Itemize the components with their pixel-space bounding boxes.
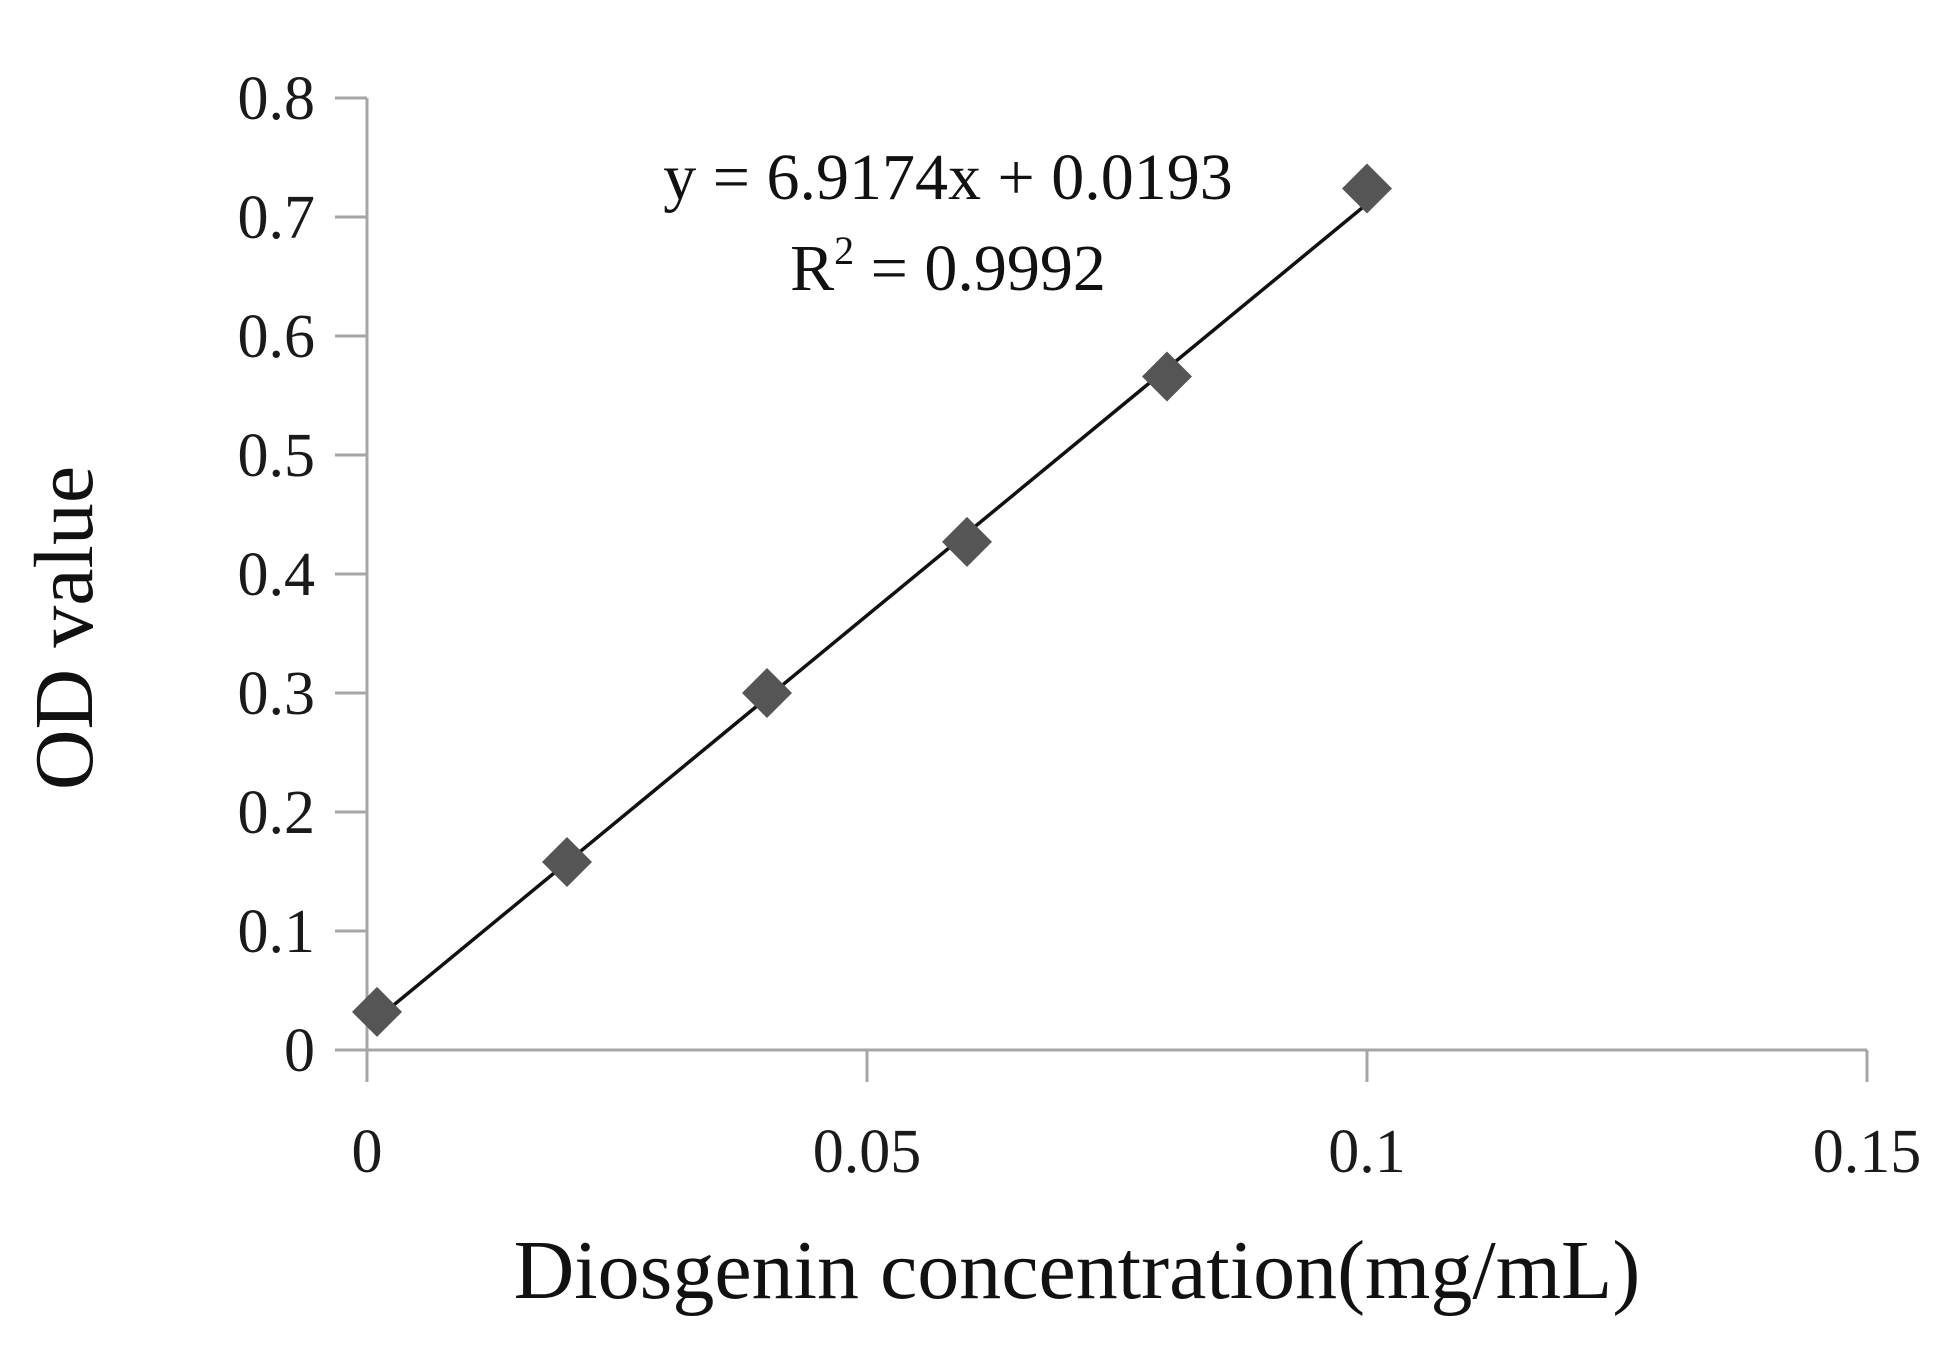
data-point — [742, 668, 792, 718]
x-tick-label: 0 — [352, 1118, 383, 1186]
data-point — [542, 836, 592, 887]
y-tick-label: 0.3 — [238, 660, 316, 728]
y-tick-label: 0.1 — [238, 898, 316, 966]
data-points — [352, 163, 1392, 1037]
y-tick-label: 0.8 — [238, 65, 316, 133]
data-point — [352, 986, 402, 1037]
y-axis-title: OD value — [18, 466, 111, 790]
r-squared-value: = 0.9992 — [854, 232, 1106, 305]
x-axis-ticks: 0 0.05 0.1 0.15 — [352, 1050, 1922, 1186]
r-squared-prefix: R — [790, 232, 834, 305]
x-tick-label: 0.1 — [1328, 1118, 1406, 1186]
y-tick-label: 0.6 — [238, 303, 316, 371]
data-point — [1342, 163, 1392, 214]
trendline-group — [375, 202, 1369, 1021]
x-axis-title: Diosgenin concentration(mg/mL) — [514, 1224, 1641, 1317]
y-tick-label: 0.2 — [238, 779, 316, 847]
y-tick-label: 0.5 — [238, 422, 316, 490]
axes — [365, 98, 1867, 1052]
y-tick-label: 0.7 — [238, 184, 316, 252]
y-axis-ticks: 0 0.1 0.2 0.3 0.4 0.5 0.6 0.7 0.8 — [238, 65, 367, 1085]
data-point — [942, 516, 992, 567]
data-point — [1142, 351, 1192, 402]
x-tick-label: 0.15 — [1813, 1118, 1922, 1186]
y-tick-label: 0.4 — [238, 541, 316, 609]
r-squared-label: R2 = 0.9992 — [790, 228, 1106, 305]
y-tick-label: 0 — [284, 1017, 315, 1085]
trendline-equation: y = 6.9174x + 0.0193 — [663, 141, 1232, 214]
r-squared-superscript: 2 — [834, 228, 854, 273]
trendline — [375, 202, 1369, 1021]
x-tick-label: 0.05 — [813, 1118, 922, 1186]
